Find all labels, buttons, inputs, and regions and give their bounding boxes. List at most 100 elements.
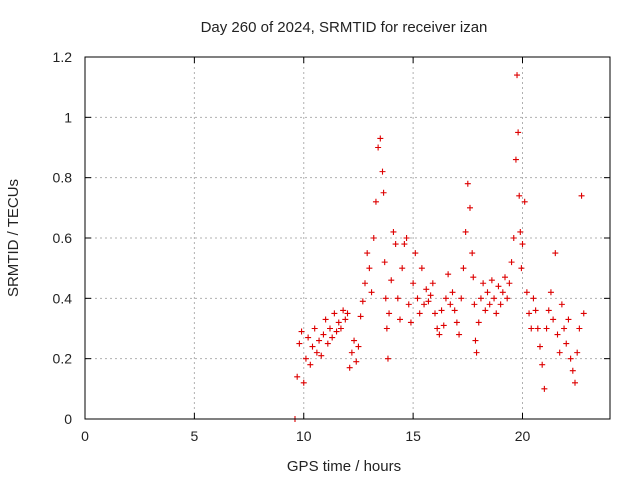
data-point xyxy=(475,319,482,326)
data-point xyxy=(351,337,358,344)
data-point xyxy=(313,349,320,356)
data-point xyxy=(488,277,495,284)
data-point xyxy=(294,373,301,380)
data-point xyxy=(552,250,559,257)
data-point xyxy=(357,313,364,320)
data-point xyxy=(541,385,548,392)
data-point xyxy=(399,265,406,272)
data-point xyxy=(386,310,393,317)
data-point xyxy=(545,307,552,314)
data-point xyxy=(320,331,327,338)
data-point xyxy=(335,319,342,326)
data-point xyxy=(379,168,386,175)
data-point xyxy=(504,295,511,302)
y-tick-label: 0.6 xyxy=(53,230,73,246)
data-point xyxy=(429,280,436,287)
x-tick-label: 0 xyxy=(81,428,89,444)
data-point xyxy=(458,295,465,302)
data-point xyxy=(491,295,498,302)
data-point xyxy=(342,316,349,323)
data-point xyxy=(569,367,576,374)
y-tick-label: 1 xyxy=(64,109,72,125)
data-point xyxy=(472,337,479,344)
data-point xyxy=(499,289,506,296)
data-point xyxy=(309,343,316,350)
data-point xyxy=(567,355,574,362)
data-point xyxy=(405,301,412,308)
data-point xyxy=(580,310,587,317)
data-point xyxy=(348,349,355,356)
data-point xyxy=(502,274,508,281)
data-point xyxy=(322,316,329,323)
data-point xyxy=(514,72,521,79)
data-point xyxy=(462,228,469,235)
data-point xyxy=(410,280,417,287)
data-point xyxy=(510,235,517,241)
y-tick-label: 1.2 xyxy=(53,49,73,65)
data-point xyxy=(518,265,525,272)
data-point xyxy=(471,301,478,308)
data-point xyxy=(464,180,471,187)
data-point xyxy=(515,129,522,136)
data-point xyxy=(414,295,421,302)
data-point xyxy=(517,228,524,235)
data-point xyxy=(401,241,408,248)
data-point xyxy=(331,310,338,317)
data-point xyxy=(407,319,414,326)
data-point xyxy=(460,265,467,272)
y-tick-label: 0.4 xyxy=(53,290,73,306)
data-point xyxy=(432,310,438,317)
y-tick-labels: 0 0.2 0.4 0.6 0.8 1 1.2 xyxy=(53,49,73,427)
data-point xyxy=(388,277,395,284)
data-point xyxy=(412,250,419,257)
data-point xyxy=(327,325,333,332)
data-point xyxy=(425,298,432,305)
data-point xyxy=(333,328,340,335)
data-point xyxy=(473,349,480,356)
data-point xyxy=(563,340,570,347)
x-tick-label: 15 xyxy=(405,428,421,444)
y-axis-label: SRMTID / TECUs xyxy=(5,179,22,297)
data-point xyxy=(390,228,397,235)
data-point xyxy=(302,355,309,362)
data-point xyxy=(372,198,379,205)
data-point xyxy=(344,310,351,317)
data-point xyxy=(329,334,336,341)
data-point xyxy=(537,343,543,350)
data-point xyxy=(543,325,550,332)
data-point xyxy=(421,301,428,308)
data-point xyxy=(445,271,452,278)
data-point xyxy=(318,352,325,359)
x-axis-label: GPS time / hours xyxy=(287,458,401,475)
data-point xyxy=(434,325,441,332)
data-point xyxy=(305,334,312,341)
data-point xyxy=(366,265,373,272)
data-point xyxy=(418,265,425,272)
data-point xyxy=(449,289,456,296)
data-point xyxy=(523,289,530,296)
x-tick-label: 10 xyxy=(296,428,312,444)
data-point xyxy=(440,322,447,329)
data-point xyxy=(370,235,377,241)
data-point xyxy=(296,340,303,347)
data-point xyxy=(447,301,454,308)
data-point xyxy=(456,331,463,338)
data-point xyxy=(368,289,375,296)
data-point xyxy=(532,307,539,314)
data-point xyxy=(574,349,581,356)
data-point xyxy=(380,189,387,196)
data-point xyxy=(550,316,557,323)
y-tick-label: 0.2 xyxy=(53,351,73,367)
data-point xyxy=(497,301,504,308)
data-point xyxy=(392,241,399,248)
data-points xyxy=(292,72,587,422)
data-point xyxy=(383,325,390,332)
y-tick-label: 0 xyxy=(64,411,72,427)
data-point xyxy=(381,259,388,266)
data-point xyxy=(470,274,477,281)
data-point xyxy=(355,343,362,350)
data-point xyxy=(375,144,382,151)
data-point xyxy=(530,295,537,302)
data-point xyxy=(298,328,305,335)
data-point xyxy=(427,292,434,299)
